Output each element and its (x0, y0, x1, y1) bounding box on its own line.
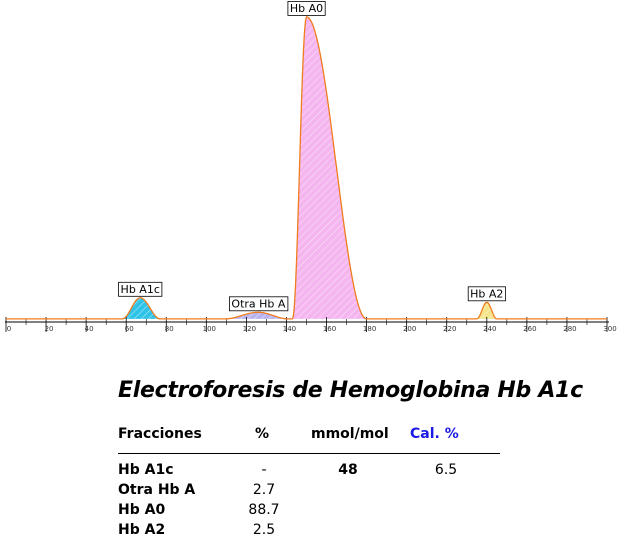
fraction-percent: 88.7 (248, 502, 280, 518)
table-row: Hb A2 2.5 (0, 522, 621, 542)
fraction-name: Hb A1c (118, 462, 174, 478)
peak-hatch-hb-a2 (476, 302, 497, 319)
peak-label-box-hb-a2 (467, 286, 506, 302)
electrophoresis-curve (6, 16, 607, 320)
electrophoresis-chart: 0 20 40 60 80 100 120 140 160 180 200 220 240 260 280 3… (5, 0, 617, 333)
x-tick-label: 0 (7, 325, 11, 333)
peak-hatch-hb-a1c (122, 297, 161, 319)
peak-label-hb-a0: Hb A0 (290, 2, 323, 15)
x-tick-label: 160 (323, 325, 336, 333)
fraction-name: Hb A0 (118, 502, 166, 518)
header-separator (118, 453, 500, 454)
peak-hatch-hb-a0 (292, 16, 367, 319)
x-tick-label: 40 (85, 325, 94, 333)
table-row: Otra Hb A 2.7 (0, 482, 621, 502)
x-tick-label: 80 (165, 325, 174, 333)
header-mmol: mmol/mol (311, 426, 389, 442)
x-tick-label: 180 (363, 325, 376, 333)
x-tick-label: 220 (443, 325, 456, 333)
fraction-cal: 6.5 (434, 462, 458, 478)
table-row: Hb A1c - 48 6.5 (0, 462, 621, 482)
x-tick-label: 140 (283, 325, 296, 333)
header-cal: Cal. % (410, 426, 459, 442)
table-row: Hb A0 88.7 (0, 502, 621, 522)
peak-label-box-hb-a1c (118, 281, 163, 297)
fraction-name: Hb A2 (118, 522, 166, 538)
header-percent: % (255, 426, 270, 442)
x-tick-label: 300 (603, 325, 616, 333)
fraction-percent: - (261, 462, 267, 478)
x-tick-label: 200 (403, 325, 416, 333)
fraction-mmol: 48 (338, 462, 358, 478)
report-title: Electroforesis de Hemoglobina Hb A1c (118, 378, 583, 403)
fraction-percent: 2.7 (252, 482, 276, 498)
peak-label-hb-a1c: Hb A1c (121, 283, 160, 296)
fraction-percent: 2.5 (252, 522, 276, 538)
x-tick-label: 240 (483, 325, 496, 333)
fraction-name: Otra Hb A (118, 482, 196, 498)
x-tick-label: 60 (125, 325, 134, 333)
x-tick-label: 120 (243, 325, 256, 333)
peak-label-box-otra-hb-a (228, 296, 289, 312)
peak-hatch-otra-hb-a (224, 312, 289, 319)
x-tick-label: 20 (45, 325, 54, 333)
x-tick-label: 280 (563, 325, 576, 333)
peak-label-otra-hb-a: Otra Hb A (231, 297, 285, 310)
x-tick-label: 260 (523, 325, 536, 333)
header-fractions: Fracciones (118, 426, 202, 442)
peak-label-box-hb-a0 (287, 0, 326, 16)
x-tick-label: 100 (203, 325, 216, 333)
peak-label-hb-a2: Hb A2 (470, 287, 503, 300)
